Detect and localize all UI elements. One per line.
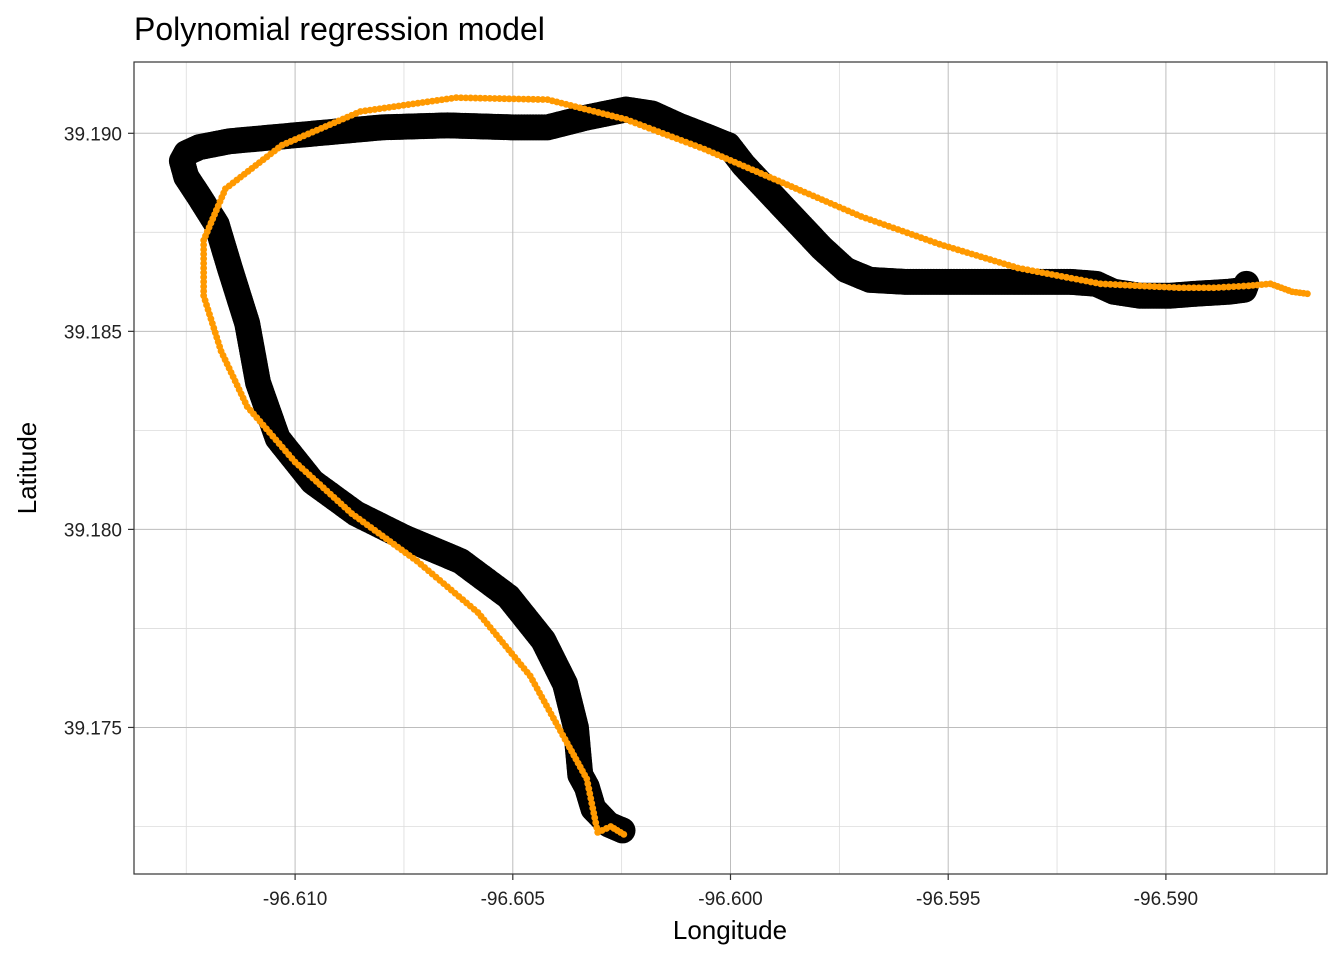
- y-tick-label: 39.180: [64, 520, 122, 541]
- data-point-orange: [539, 96, 547, 103]
- data-point-orange: [1190, 284, 1198, 292]
- data-point-orange: [1121, 281, 1129, 289]
- data-point-orange: [1160, 283, 1168, 291]
- data-point-orange: [472, 94, 479, 102]
- data-point-orange: [1240, 282, 1248, 290]
- x-tick-label: -96.595: [916, 889, 980, 910]
- data-point-orange: [534, 96, 542, 103]
- y-tick-label: 39.190: [64, 124, 122, 145]
- data-point-orange: [1136, 282, 1144, 290]
- x-ticks: -96.610 -96.605 -96.600 -96.595 -96.590: [263, 874, 1198, 910]
- x-tick-label: -96.610: [263, 889, 327, 910]
- data-point-orange: [1185, 284, 1193, 292]
- data-point-orange: [1235, 282, 1243, 290]
- data-point-orange: [496, 95, 503, 102]
- data-point-orange: [1195, 284, 1203, 292]
- series-orange: [200, 94, 1311, 838]
- chart-title: Polynomial regression model: [134, 11, 545, 47]
- data-point-orange: [491, 95, 499, 102]
- data-point-orange: [1111, 281, 1119, 288]
- data-point-orange: [1165, 283, 1173, 291]
- data-point-orange: [476, 94, 484, 102]
- data-point-orange: [1141, 282, 1149, 290]
- data-point-orange: [1151, 283, 1158, 290]
- data-point-orange: [1205, 284, 1213, 292]
- data-point-orange: [524, 95, 532, 103]
- series-black: [168, 96, 1260, 844]
- data-point-orange: [452, 94, 460, 102]
- x-tick-label: -96.590: [1134, 889, 1198, 910]
- data-point-orange: [1200, 284, 1208, 292]
- data-point-orange: [1180, 284, 1188, 292]
- data-point-orange: [1146, 282, 1153, 290]
- y-axis-title: Latitude: [12, 422, 42, 515]
- data-point-orange: [1131, 282, 1139, 289]
- data-point-orange: [1210, 284, 1218, 292]
- data-point-orange: [1220, 283, 1228, 291]
- data-point-orange: [510, 95, 518, 103]
- x-tick-label: -96.605: [481, 889, 545, 910]
- data-point-orange: [1116, 281, 1124, 289]
- data-point-orange: [1170, 284, 1178, 291]
- data-point-orange: [515, 95, 523, 103]
- y-tick-label: 39.185: [64, 322, 122, 343]
- data-point-orange: [1215, 284, 1223, 291]
- data-point-orange: [462, 94, 470, 102]
- data-point-orange: [467, 94, 475, 102]
- x-tick-label: -96.600: [698, 889, 762, 910]
- data-point-orange: [1155, 283, 1163, 291]
- data-point-orange: [481, 94, 489, 102]
- data-point-orange: [1225, 283, 1233, 291]
- data-point-orange: [529, 95, 537, 103]
- data-point-orange: [486, 94, 494, 102]
- data-point-orange: [1102, 280, 1109, 288]
- data-point-orange: [457, 94, 465, 102]
- data-point-orange: [505, 95, 513, 103]
- y-ticks: 39.175 39.180 39.185 39.190: [64, 124, 134, 739]
- data-point-orange: [1106, 280, 1114, 288]
- data-point-orange: [1097, 280, 1104, 288]
- data-point-orange: [1304, 290, 1311, 298]
- data-point-orange: [520, 95, 527, 103]
- data-point-orange: [500, 95, 508, 103]
- data-point-orange: [1175, 284, 1183, 292]
- data-point-orange: [1230, 283, 1238, 291]
- x-axis-title: Longitude: [673, 915, 787, 945]
- y-tick-label: 39.175: [64, 718, 122, 739]
- data-point-orange: [1126, 281, 1134, 289]
